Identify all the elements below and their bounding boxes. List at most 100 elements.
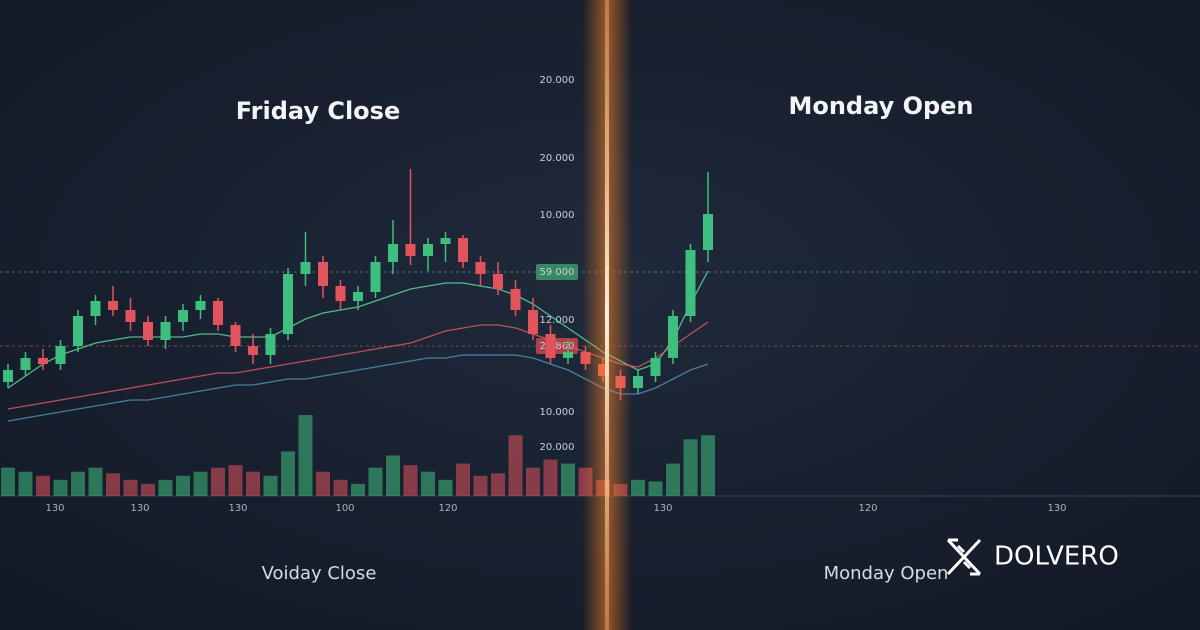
candle-body [178, 310, 188, 322]
candle-body [125, 310, 136, 322]
axis-label: 28 860 [540, 341, 575, 352]
candle-body [353, 292, 363, 301]
volume-bar [386, 455, 400, 496]
volume-bar [246, 471, 260, 496]
axis-label: 10.000 [540, 210, 575, 221]
volume-bar [508, 435, 523, 496]
volume-bar [491, 473, 505, 496]
volume-bar [71, 471, 85, 496]
volume-bar [123, 479, 138, 496]
x-label: 130 [653, 503, 672, 514]
x-label: 130 [1047, 503, 1066, 514]
candle-body [213, 301, 223, 325]
candle-body [633, 376, 643, 388]
axis-label: 20.000 [540, 153, 575, 164]
volume-bar [648, 481, 663, 496]
volume-bar [438, 479, 453, 496]
volume-bar [683, 439, 698, 496]
candle-body [405, 244, 416, 256]
candle-body [38, 358, 48, 364]
x-label: 100 [335, 503, 354, 514]
candle-body [160, 322, 171, 340]
candle-body [195, 301, 206, 310]
volume-bar [701, 435, 715, 496]
title: Friday Close [236, 97, 400, 125]
candle-body [528, 310, 538, 334]
divider-line [605, 0, 609, 630]
candle-body [703, 214, 713, 250]
candle-body [563, 352, 573, 358]
candle-body [458, 238, 468, 262]
candle-body [90, 301, 101, 316]
volume-bar [473, 475, 488, 496]
x-label: 120 [438, 503, 457, 514]
volume-bar [421, 471, 435, 496]
volume-bar [368, 467, 383, 496]
axis-label: 20.000 [540, 442, 575, 453]
candle-body [265, 334, 276, 355]
volume-bar [351, 483, 365, 496]
volume-bar [403, 465, 418, 496]
axis-label: 10.000 [540, 407, 575, 418]
volume-bar [176, 475, 190, 496]
candle-body [108, 301, 118, 310]
volume-bar [316, 471, 330, 496]
volume-bar [228, 465, 243, 496]
volume-bar [561, 463, 575, 496]
candle-body [283, 274, 293, 334]
volume-bar [211, 467, 225, 496]
candle-body [318, 262, 328, 286]
caption: Monday Open [824, 563, 949, 584]
x-label: 130 [130, 503, 149, 514]
candle-body [475, 262, 486, 274]
volume-bar [141, 483, 155, 496]
candle-body [300, 262, 311, 274]
candle-body [20, 358, 31, 370]
candle-body [545, 334, 556, 358]
candle-body [493, 274, 503, 289]
volume-bar [18, 471, 33, 496]
volume-bar [631, 479, 645, 496]
volume-bar [543, 459, 558, 496]
caption: Voiday Close [262, 563, 377, 584]
candle-body [370, 262, 381, 292]
candle-body [248, 346, 258, 355]
brand-logo [946, 538, 982, 576]
volume-bar [36, 475, 50, 496]
volume-bar [106, 473, 120, 496]
axis-label: 20.000 [540, 75, 575, 86]
x-label: 130 [45, 503, 64, 514]
candle-body [440, 238, 451, 244]
x-label: 120 [858, 503, 877, 514]
volume-bar [526, 467, 540, 496]
candle-body [55, 346, 66, 364]
candle-body [230, 325, 241, 346]
candle-body [388, 244, 398, 262]
volume-bar [333, 479, 348, 496]
volume-bar [298, 415, 313, 496]
volume-bar [666, 463, 680, 496]
candle-body [143, 322, 153, 340]
x-label: 130 [228, 503, 247, 514]
candle-body [668, 316, 678, 358]
volume-bar [88, 467, 103, 496]
volume-bar [193, 471, 208, 496]
volume-bar [456, 463, 470, 496]
brand-name: DOLVERO [994, 542, 1119, 572]
volume-bar [281, 451, 295, 496]
axis-label: 59 000 [540, 267, 575, 278]
volume-bar [53, 479, 68, 496]
candle-body [510, 289, 521, 310]
volume-bar [1, 467, 15, 496]
volume-bar [158, 479, 173, 496]
title: Monday Open [788, 92, 973, 120]
candle-body [335, 286, 346, 301]
candle-body [650, 358, 661, 376]
candle-body [3, 370, 13, 382]
candle-body [73, 316, 83, 346]
volume-bar [263, 475, 278, 496]
price-tag [536, 264, 578, 280]
candle-body [685, 250, 696, 316]
